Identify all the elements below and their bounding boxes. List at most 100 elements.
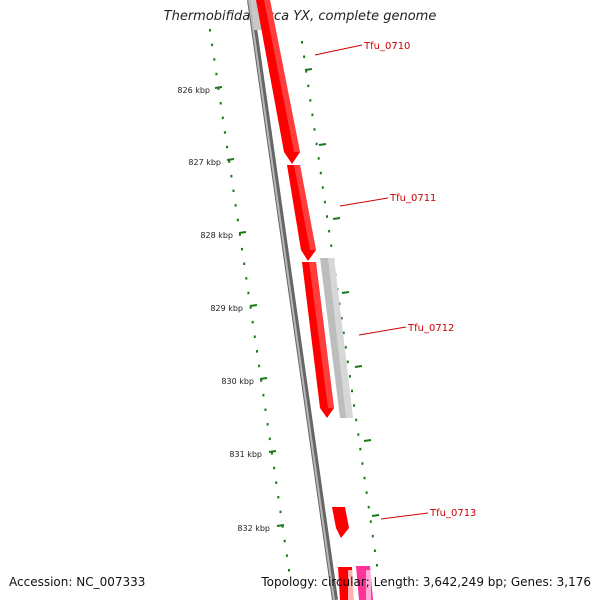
ruler-dash [363, 439, 372, 442]
accession-text: Accession: NC_007333 [9, 575, 146, 589]
ruler-dot [376, 564, 378, 567]
ruler-dot [275, 481, 278, 484]
ruler-dot [313, 128, 316, 131]
tick-label: 830 kbp [221, 377, 254, 386]
ruler-dot [303, 55, 306, 58]
ruler-dot [213, 58, 216, 61]
ruler-dot [268, 437, 271, 441]
ruler-dash [318, 143, 327, 146]
ruler-dot [243, 262, 246, 265]
ruler-dot [219, 102, 222, 105]
gene-label-tfu-0710[interactable]: Tfu_0710 [363, 41, 410, 52]
gene-label-tfu-0712[interactable]: Tfu_0712 [407, 323, 454, 334]
gene-labels: Tfu_0710 Tfu_0711 Tfu_0712 Tfu_0713 [363, 41, 476, 519]
ruler-dot [217, 87, 220, 90]
ruler-dot [321, 186, 324, 189]
ruler-dot [245, 277, 248, 280]
ruler-dot [367, 505, 370, 509]
tick-label: 831 kbp [229, 450, 262, 459]
gene-label-tfu-0713[interactable]: Tfu_0713 [429, 508, 476, 519]
ruler-dot [249, 306, 252, 309]
ruler-dash [354, 365, 363, 368]
label-leaders [314, 44, 429, 520]
gene-tfu-0711-highlight [294, 165, 316, 250]
gene-tfu-0713[interactable] [332, 507, 349, 538]
tick-labels: 826 kbp 827 kbp 828 kbp 829 kbp 830 kbp … [177, 86, 270, 533]
ruler-dot [258, 364, 261, 368]
ruler-dot [251, 320, 254, 324]
gene-bottom-white2 [366, 570, 371, 600]
ruler-dot [230, 174, 233, 178]
ruler-dot [355, 418, 358, 422]
ruler-dot [351, 389, 353, 393]
ruler-dot [326, 215, 328, 218]
ruler-dot [319, 171, 322, 175]
ruler-dash [341, 291, 350, 294]
major-ticks [214, 86, 285, 527]
ruler-dot [361, 462, 364, 465]
genome-backbone [247, 0, 338, 600]
ruler-dash [332, 217, 341, 220]
ruler-dot [273, 466, 276, 470]
ruler-dot [369, 520, 372, 523]
gene-label-tfu-0711[interactable]: Tfu_0711 [389, 193, 436, 204]
ruler-dot [234, 204, 237, 207]
ruler-dot [344, 346, 347, 349]
gene-tfu-0710-highlight [264, 0, 300, 152]
ruler-dot [277, 496, 280, 499]
ruler-dot [357, 433, 360, 436]
ruler-dot [359, 447, 362, 451]
ruler-dot [373, 549, 376, 552]
ruler-dot [266, 423, 269, 426]
ruler-dot [346, 360, 349, 364]
ruler-dot [311, 113, 314, 117]
ruler-dot [323, 200, 326, 204]
tick-label: 827 kbp [188, 158, 221, 167]
ruler-dot [232, 189, 235, 192]
tick-label: 832 kbp [237, 524, 270, 533]
ruler-dot [253, 335, 256, 338]
ruler-dot [371, 534, 374, 538]
ruler-dot [264, 408, 267, 411]
ruler-dot [285, 554, 288, 557]
ruler-dot [238, 233, 241, 236]
map-title: Thermobifida fusca YX, complete genome [163, 9, 437, 24]
ruler-dot [342, 331, 345, 335]
ruler-dot [317, 157, 320, 160]
ruler-dot [305, 70, 308, 73]
ruler-dot [338, 302, 341, 305]
ruler-dot [330, 244, 333, 247]
gene-track [256, 0, 373, 600]
ruler-dot [309, 99, 312, 102]
tick-label: 829 kbp [210, 304, 243, 313]
ruler-dot [340, 317, 343, 320]
ruler-dot [363, 476, 366, 480]
ruler-dot [226, 145, 229, 149]
ruler-dot [209, 29, 211, 32]
ruler-dot [241, 247, 243, 251]
ruler-dot [270, 452, 273, 455]
ruler-dot [365, 491, 368, 494]
ruler-dot [236, 218, 239, 222]
scale-ruler [209, 29, 290, 572]
genome-summary: Topology: circular; Length: 3,642,249 bp… [261, 575, 591, 589]
ruler-dot [288, 569, 290, 572]
gene-tfu-0712-highlight [309, 262, 334, 408]
tick-label: 828 kbp [200, 231, 233, 240]
ruler-dot [247, 291, 250, 295]
ruler-dot [353, 404, 356, 407]
ruler-dot [307, 84, 310, 88]
gene-bottom-white [348, 570, 354, 600]
ruler-dot [279, 510, 282, 514]
tick-label: 826 kbp [177, 86, 210, 95]
ruler-dot [221, 116, 224, 120]
ruler-dash [304, 68, 313, 71]
ruler-dot [315, 142, 318, 146]
ruler-dot [283, 539, 286, 543]
ruler-dot [260, 379, 263, 382]
ruler-dot [301, 41, 303, 44]
ruler-dot [223, 131, 226, 134]
gene-grey-highlight [328, 258, 353, 418]
ruler-dot [262, 393, 265, 397]
